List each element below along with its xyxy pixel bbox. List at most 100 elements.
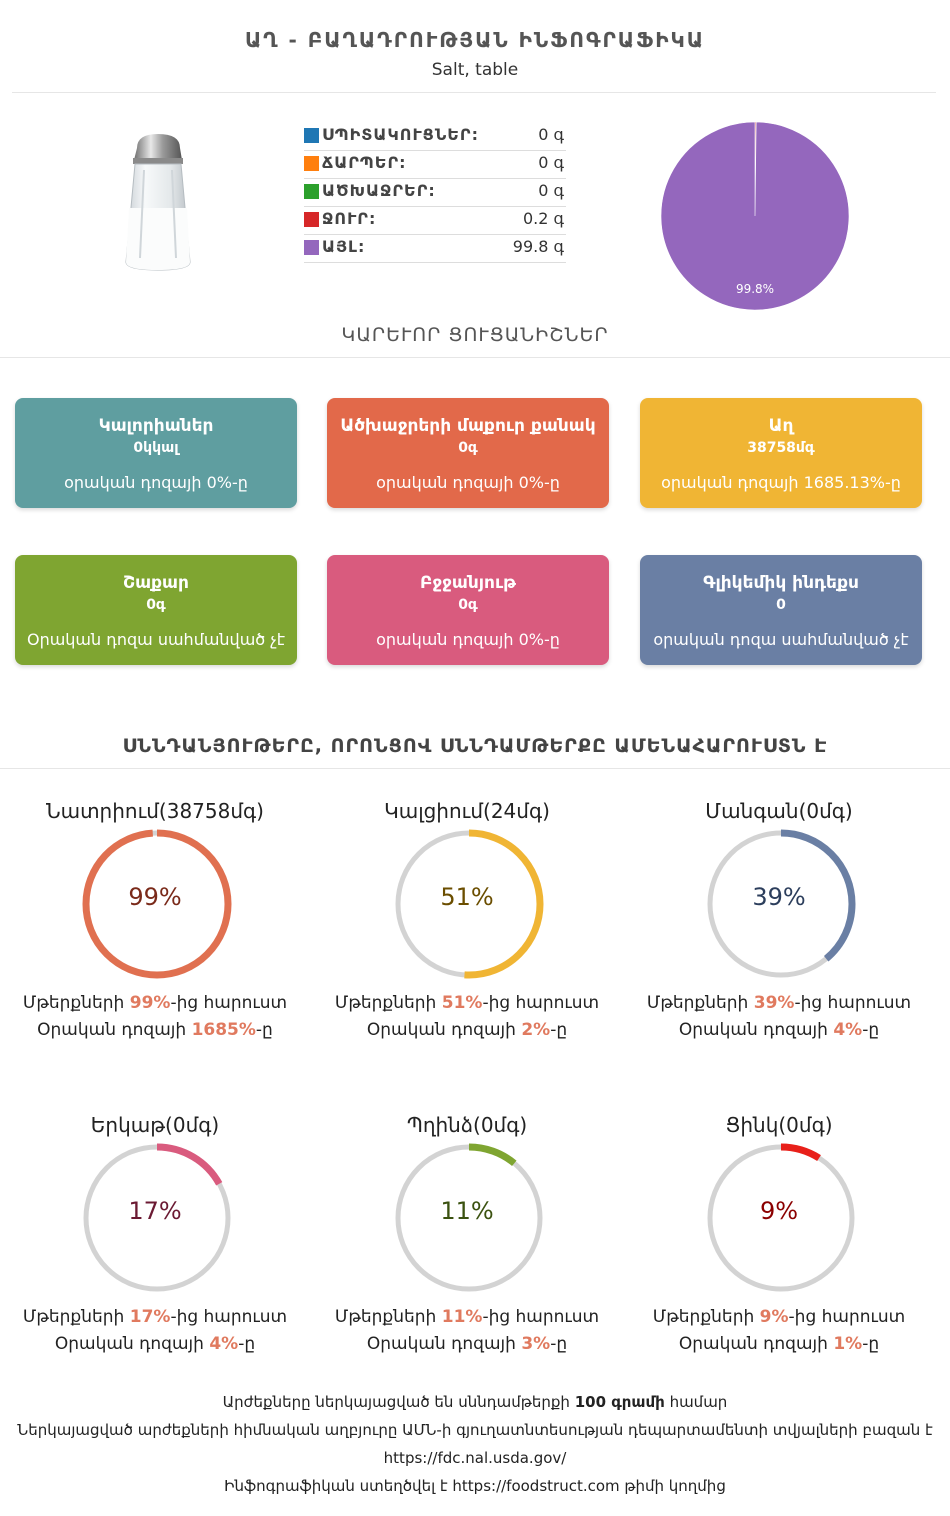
page-title: ԱՂ - ԲԱՂԱԴՐՈՒԹՅԱՆ ԻՆՖՈԳՐԱՖԻԿԱ [244, 28, 706, 52]
salt-shaker-image [125, 134, 191, 271]
nutrient-ring [82, 1143, 232, 1293]
divider [0, 768, 950, 769]
pie-slice [660, 121, 850, 311]
divider [0, 357, 950, 358]
divider [12, 92, 936, 93]
nutrient-rank: Մթերքների 17%-ից հարուստ [22, 1307, 288, 1327]
card-net-carbs: Ածխաջրերի մաքուր քանակ 0գ օրական դոզայի … [327, 398, 609, 508]
card-fiber: Բջջանյութ 0գ օրական դոզայի 0%-ը [327, 555, 609, 665]
nutrient-rank: Մթերքների 9%-ից հարուստ [652, 1307, 906, 1327]
legend-value: 99.8 գ [512, 237, 564, 256]
legend-label: ՃԱՐՊԵՐ: [322, 153, 407, 172]
nutrient-daily: Օրական դոզայի 1%-ը [678, 1334, 880, 1354]
nutrient-percent: 11% [440, 1197, 494, 1225]
nutrient-calcium: Կալցիում(24մգ) 51% Մթերքների 51%-ից հարո… [317, 799, 617, 1049]
nutrient-title: Նատրիում(38758մգ) [46, 799, 264, 823]
footer-credit: Ինֆոգրաֆիկան ստեղծվել է https://foodstru… [224, 1477, 726, 1495]
card-title: Բջջանյութ [420, 573, 516, 593]
legend-swatch [304, 212, 319, 227]
legend-label: ԱՅԼ: [322, 237, 366, 256]
card-calories: Կալորիաներ 0կկալ օրական դոզայի 0%-ը [15, 398, 297, 508]
nutrient-percent: 9% [759, 1197, 799, 1225]
nutrient-ring [82, 829, 232, 979]
ring-progress [394, 829, 544, 979]
card-value: 0գ [458, 597, 478, 613]
nutrient-title: Երկաթ(0մգ) [90, 1113, 220, 1137]
macro-pie-chart: 99.8% [660, 121, 850, 311]
card-title: Գլիկեմիկ ինդեքս [703, 573, 859, 593]
nutrient-sodium: Նատրիում(38758մգ) 99% Մթերքների 99%-ից հ… [5, 799, 305, 1049]
ring-progress [706, 1143, 856, 1293]
legend-swatch [304, 156, 319, 171]
legend-row-fat: ՃԱՐՊԵՐ: 0 գ [304, 152, 566, 179]
nutrient-rank: Մթերքների 99%-ից հարուստ [22, 993, 288, 1013]
nutrient-title: Մանգան(0մգ) [705, 799, 853, 823]
nutrient-percent: 17% [128, 1197, 182, 1225]
legend-row-protein: ՍՊԻՏԱԿՈՒՑՆԵՐ: 0 գ [304, 124, 566, 151]
nutrient-zinc: Ցինկ(0մգ) 9% Մթերքների 9%-ից հարուստ Օրա… [629, 1113, 929, 1363]
nutrient-percent: 51% [440, 883, 494, 911]
card-value: 0 [776, 597, 786, 613]
legend-value: 0 գ [538, 125, 564, 144]
footer-source: Ներկայացված արժեքների հիմնական աղբյուրը … [17, 1421, 933, 1439]
legend-label: ՍՊԻՏԱԿՈՒՑՆԵՐ: [322, 125, 479, 144]
nutrient-ring [706, 829, 856, 979]
legend-value: 0 գ [538, 153, 564, 172]
legend-swatch [304, 184, 319, 199]
card-title: Շաքար [123, 573, 189, 593]
nutrient-daily: Օրական դոզայի 2%-ը [366, 1020, 568, 1040]
ring-progress [394, 1143, 544, 1293]
nutrient-iron: Երկաթ(0մգ) 17% Մթերքների 17%-ից հարուստ … [5, 1113, 305, 1363]
legend-swatch [304, 240, 319, 255]
legend-label: ԱԾԽԱՋՐԵՐ: [322, 181, 436, 200]
legend-value: 0 գ [538, 181, 564, 200]
card-title: Աղ [768, 416, 794, 436]
nutrient-daily: Օրական դոզայի 3%-ը [366, 1334, 568, 1354]
nutrient-daily: Օրական դոզայի 4%-ը [678, 1020, 880, 1040]
card-daily: օրական դոզայի 0%-ը [64, 473, 248, 492]
key-values-title: ԿԱՐԵՒՈՐ ՑՈՒՑԱՆԻՇՆԵՐ [341, 324, 609, 346]
footer-note: Արժեքները ներկայացված են սննդամթերքի 100… [222, 1393, 728, 1411]
legend-row-carbs: ԱԾԽԱՋՐԵՐ: 0 գ [304, 180, 566, 207]
footer-credit-link[interactable]: https://foodstruct.com [452, 1477, 620, 1495]
legend-swatch [304, 128, 319, 143]
nutrient-title: Կալցիում(24մգ) [384, 799, 550, 823]
card-daily: Օրական դոզա սահմանված չէ [26, 630, 286, 649]
card-value: 0գ [146, 597, 166, 613]
nutrient-rank: Մթերքների 11%-ից հարուստ [334, 1307, 600, 1327]
page-subtitle: Salt, table [431, 60, 519, 80]
card-title: Կալորիաներ [98, 416, 214, 436]
nutrient-manganese: Մանգան(0մգ) 39% Մթերքների 39%-ից հարուստ… [629, 799, 929, 1049]
legend-value: 0.2 գ [522, 209, 564, 228]
card-daily: օրական դոզայի 0%-ը [376, 473, 560, 492]
card-daily: օրական դոզայի 1685.13%-ը [661, 473, 901, 492]
nutrient-copper: Պղինձ(0մգ) 11% Մթերքների 11%-ից հարուստ … [317, 1113, 617, 1363]
pie-data-label: 99.8% [736, 282, 774, 296]
nutrient-title: Ցինկ(0մգ) [725, 1113, 833, 1137]
nutrient-rank: Մթերքների 39%-ից հարուստ [646, 993, 912, 1013]
card-value: 0կկալ [133, 440, 179, 456]
footer-source-link[interactable]: https://fdc.nal.usda.gov/ [383, 1449, 567, 1467]
nutrient-ring [394, 829, 544, 979]
nutrient-title: Պղինձ(0մգ) [406, 1113, 528, 1137]
card-salt: Աղ 38758մգ օրական դոզայի 1685.13%-ը [640, 398, 922, 508]
nutrients-title: ՍՆՆԴԱՆՅՈՒԹԵՐԸ, ՈՐՈՆՑՈՎ ՍՆՆԴԱՄԹԵՐՔԸ ԱՄԵՆԱ… [122, 735, 828, 757]
nutrient-percent: 39% [752, 883, 806, 911]
nutrient-ring [394, 1143, 544, 1293]
legend-row-other: ԱՅԼ: 99.8 գ [304, 236, 566, 263]
ring-progress [706, 829, 856, 979]
legend-label: ՋՈՒՐ: [322, 209, 377, 228]
nutrient-percent: 99% [128, 883, 182, 911]
card-sugar: Շաքար 0գ Օրական դոզա սահմանված չէ [15, 555, 297, 665]
ring-progress [82, 1143, 232, 1293]
card-value: 0գ [458, 440, 478, 456]
nutrient-daily: Օրական դոզայի 1685%-ը [37, 1020, 273, 1040]
card-glycemic-index: Գլիկեմիկ ինդեքս 0 օրական դոզա սահմանված … [640, 555, 922, 665]
card-daily: օրական դոզա սահմանված չէ [653, 630, 909, 649]
nutrient-rank: Մթերքների 51%-ից հարուստ [334, 993, 600, 1013]
card-title: Ածխաջրերի մաքուր քանակ [340, 416, 596, 436]
ring-progress [82, 829, 232, 979]
nutrient-daily: Օրական դոզայի 4%-ը [54, 1334, 256, 1354]
legend-row-water: ՋՈՒՐ: 0.2 գ [304, 208, 566, 235]
card-value: 38758մգ [747, 440, 815, 456]
